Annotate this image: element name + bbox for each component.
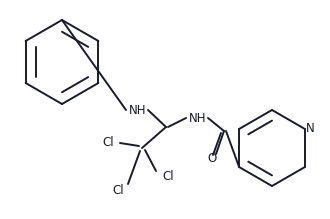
Text: O: O xyxy=(207,152,216,164)
Text: Cl: Cl xyxy=(112,184,124,196)
Text: NH: NH xyxy=(189,111,207,124)
Text: N: N xyxy=(306,122,315,136)
Text: NH: NH xyxy=(129,104,147,117)
Text: Cl: Cl xyxy=(102,136,114,148)
Text: Cl: Cl xyxy=(162,170,174,182)
